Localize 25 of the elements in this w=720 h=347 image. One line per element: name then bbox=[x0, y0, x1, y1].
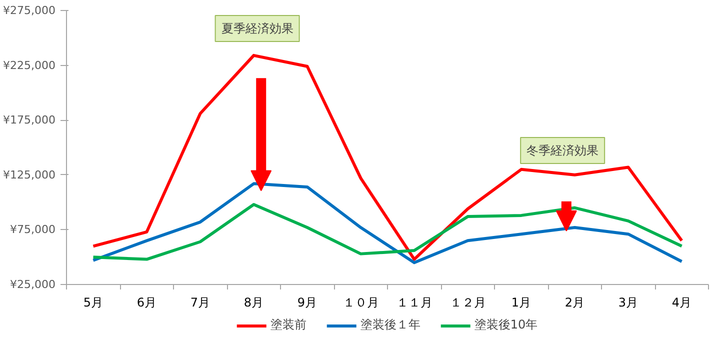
legend-label: 塗装前 bbox=[270, 316, 306, 334]
x-tick-label: 5月 bbox=[83, 296, 104, 310]
x-tick-label: 4月 bbox=[672, 296, 692, 310]
x-tick-label: １２月 bbox=[450, 296, 486, 310]
annotation: 冬季経済効果 bbox=[526, 144, 599, 158]
x-tick-label: 6月 bbox=[136, 296, 157, 310]
x-tick-label: 7月 bbox=[190, 296, 210, 310]
x-tick-label: １０月 bbox=[342, 296, 379, 310]
y-tick-label: ¥125,000 bbox=[3, 168, 56, 182]
annotation: 夏季経済効果 bbox=[221, 22, 294, 36]
y-tick-label: ¥25,000 bbox=[10, 278, 56, 291]
x-tick-label: １１月 bbox=[396, 296, 432, 310]
y-tick-label: ¥225,000 bbox=[3, 58, 56, 72]
x-tick-label: 1月 bbox=[511, 296, 532, 310]
x-tick-label: 3月 bbox=[618, 296, 638, 310]
y-tick-label: ¥175,000 bbox=[3, 114, 56, 127]
legend-label: 塗装後10年 bbox=[474, 316, 538, 334]
x-tick-label: 8月 bbox=[244, 296, 264, 310]
y-tick-label: ¥275,000 bbox=[3, 4, 56, 17]
y-tick-label: ¥75,000 bbox=[10, 223, 56, 236]
legend-label: 塗装後１年 bbox=[360, 316, 420, 334]
x-tick-label: 2月 bbox=[564, 296, 585, 310]
x-tick-label: 9月 bbox=[297, 296, 318, 310]
line-series bbox=[92, 202, 684, 261]
line-series bbox=[92, 54, 684, 261]
